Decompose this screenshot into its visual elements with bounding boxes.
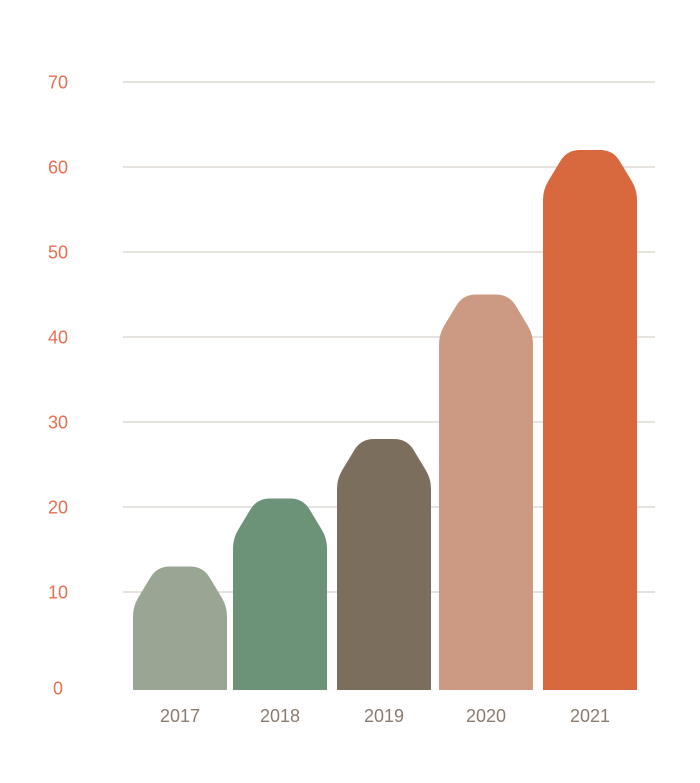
y-axis-tick-label-20: 20 <box>48 498 68 518</box>
x-axis-category-label-2019: 2019 <box>364 706 404 726</box>
x-axis-category-label-2018: 2018 <box>260 706 300 726</box>
x-axis-category-label-2017: 2017 <box>160 706 200 726</box>
y-axis-tick-label-50: 50 <box>48 243 68 263</box>
y-axis-tick-label-60: 60 <box>48 158 68 178</box>
y-axis-tick-label-30: 30 <box>48 413 68 433</box>
y-axis-tick-label-0: 0 <box>53 679 63 699</box>
bar-2021 <box>543 150 637 690</box>
y-axis-tick-label-40: 40 <box>48 328 68 348</box>
bar-2019 <box>337 439 431 690</box>
bar-2018 <box>233 498 327 690</box>
x-axis-category-label-2021: 2021 <box>570 706 610 726</box>
x-axis-category-label-2020: 2020 <box>466 706 506 726</box>
bar-2017 <box>133 566 227 690</box>
y-axis-tick-label-10: 10 <box>48 583 68 603</box>
bar-2020 <box>439 294 533 690</box>
y-axis-tick-label-70: 70 <box>48 73 68 93</box>
